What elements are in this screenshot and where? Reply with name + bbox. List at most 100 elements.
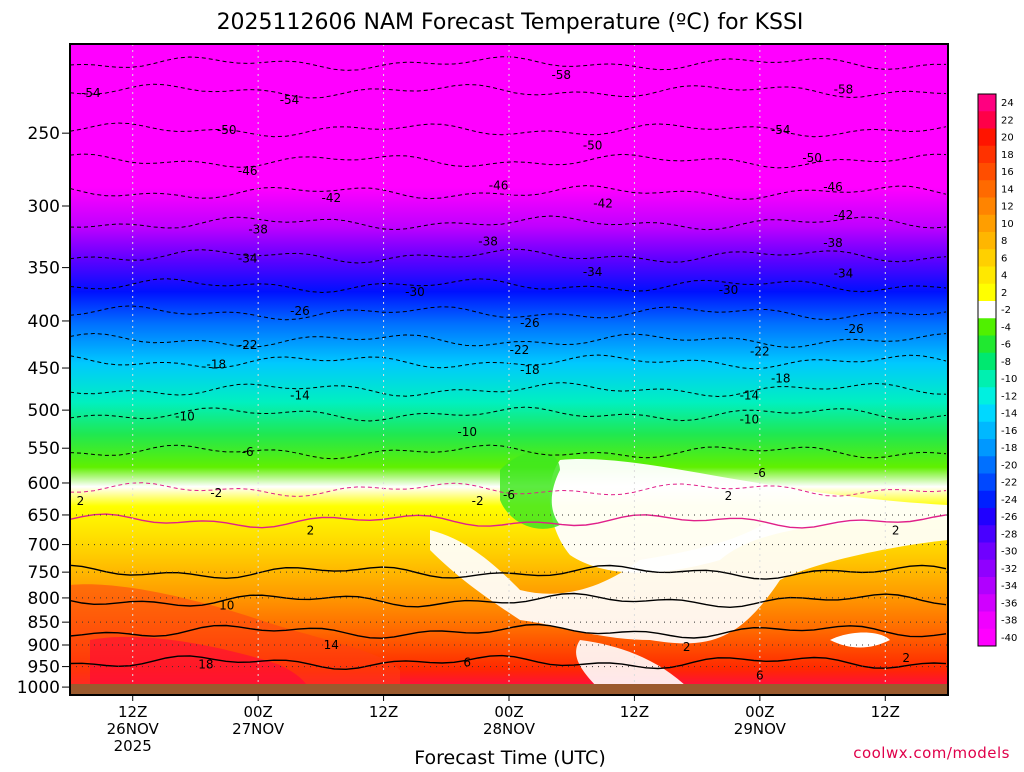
colorbar-label: -30 [1001, 547, 1017, 558]
colorbar-swatch [978, 94, 996, 112]
colorbar-label: -28 [1001, 529, 1017, 540]
y-tick-label: 800 [28, 589, 60, 609]
x-tick-label: 00Z [243, 703, 272, 721]
colorbar-label: -2 [1001, 305, 1011, 316]
isotherm-line [70, 482, 947, 498]
contour-label: 6 [756, 669, 764, 683]
contour-label: 2 [307, 524, 315, 538]
contour-label: -6 [503, 488, 515, 502]
colorbar-swatch [978, 525, 996, 543]
colorbar-label: -24 [1001, 495, 1017, 506]
colorbar-label: 6 [1001, 253, 1007, 264]
contour-label: -50 [802, 151, 822, 165]
contour-label: -30 [405, 285, 425, 299]
y-tick-label: 350 [28, 259, 60, 279]
contour-label: -54 [81, 86, 101, 100]
y-tick-label: 500 [28, 401, 60, 421]
colorbar-swatch [978, 180, 996, 198]
contour-label: -46 [238, 164, 258, 178]
near-freezing-region [430, 520, 948, 644]
colorbar-swatch [978, 145, 996, 164]
colorbar-label: 8 [1001, 236, 1007, 247]
cold-tongue [500, 451, 560, 529]
ground-strip [70, 684, 948, 695]
contour-label: -6 [242, 445, 254, 459]
isotherm-line [70, 83, 947, 99]
y-tick-label: 550 [28, 439, 60, 459]
contour-label: -38 [478, 235, 498, 249]
colorbar-label: 4 [1001, 271, 1007, 282]
isotherm-line [70, 332, 947, 348]
x-tick-label: 00Z [494, 703, 523, 721]
y-tick-label: 400 [28, 312, 60, 332]
colorbar-swatch [978, 456, 996, 474]
y-tick-label: 650 [28, 506, 60, 526]
colorbar-swatch [978, 508, 996, 526]
colorbar-label: -34 [1001, 581, 1017, 592]
colorbar-label: -22 [1001, 478, 1017, 489]
colorbar-swatch [978, 128, 996, 147]
colorbar-label: 20 [1001, 133, 1014, 144]
contour-label: 18 [198, 657, 213, 671]
contour-label: -50 [217, 123, 237, 137]
isotherm-line [70, 215, 947, 231]
colorbar-label: -26 [1001, 512, 1017, 523]
contour-label: -42 [593, 196, 613, 210]
y-tick-label: 900 [28, 636, 60, 656]
x-tick-label: 26NOV [107, 720, 160, 738]
colorbar-label: -6 [1001, 340, 1011, 351]
x-tick-label: 29NOV [734, 720, 787, 738]
credit-text: coolwx.com/models [853, 744, 1010, 762]
x-tick-label: 12Z [871, 703, 900, 721]
isotherm-line [70, 278, 947, 294]
colorbar-swatch [978, 232, 996, 250]
colorbar-frame [977, 93, 997, 647]
isotherm-line [70, 305, 947, 321]
contour-label: -58 [551, 68, 571, 82]
colorbar-label: -16 [1001, 426, 1017, 437]
colorbar-label: -36 [1001, 598, 1017, 609]
y-axis: 250 300 350 400 450 500 550 600 650 700 750 800 850 9… [17, 124, 70, 698]
colorbar-label: -32 [1001, 564, 1017, 575]
contour-label: -34 [583, 265, 603, 279]
colorbar-swatch [978, 214, 996, 233]
x-tick-label: 12Z [620, 703, 649, 721]
colorbar-label: 10 [1001, 219, 1014, 230]
isotherm-line [70, 444, 947, 460]
y-tick-label: 750 [28, 563, 60, 583]
colorbar-swatch [978, 628, 996, 647]
colorbar-swatch [978, 473, 996, 492]
contour-label: -38 [823, 236, 843, 250]
colorbar-label: -12 [1001, 391, 1017, 402]
contour-label: 14 [324, 638, 339, 652]
contour-label: 10 [219, 598, 234, 612]
colorbar-swatch [978, 370, 996, 388]
colorbar-label: 12 [1001, 202, 1014, 213]
isotherm-line [70, 592, 947, 609]
contour-label: 2 [725, 489, 733, 503]
isotherm-line [70, 564, 947, 580]
colorbar: 24 22 20 18 16 14 12 10 8 6 4 2 -2 -4 -6 -8 -10 -12 -14 -16… [977, 93, 1017, 647]
contour-label: -14 [290, 388, 310, 402]
colorbar-swatch [978, 559, 996, 578]
contour-label: -46 [489, 179, 509, 193]
contour-label: -54 [280, 93, 300, 107]
colorbar-swatch [978, 611, 996, 630]
x-tick-label: 28NOV [483, 720, 536, 738]
colorbar-label: -8 [1001, 357, 1011, 368]
contour-label: -58 [834, 82, 854, 96]
near-freezing-region [576, 640, 690, 690]
y-tick-label: 450 [28, 359, 60, 379]
colorbar-label: 22 [1001, 115, 1014, 126]
colorbar-swatch [978, 490, 996, 509]
warm-core [90, 636, 310, 695]
colorbar-label: 24 [1001, 98, 1014, 109]
x-tick-label: 00Z [745, 703, 774, 721]
isotherm-line [70, 382, 947, 398]
contour-label: -18 [520, 363, 540, 377]
contour-label: -50 [583, 139, 603, 153]
contour-label: -18 [771, 372, 791, 386]
colorbar-swatch [978, 421, 996, 440]
contour-label: -42 [834, 208, 854, 222]
